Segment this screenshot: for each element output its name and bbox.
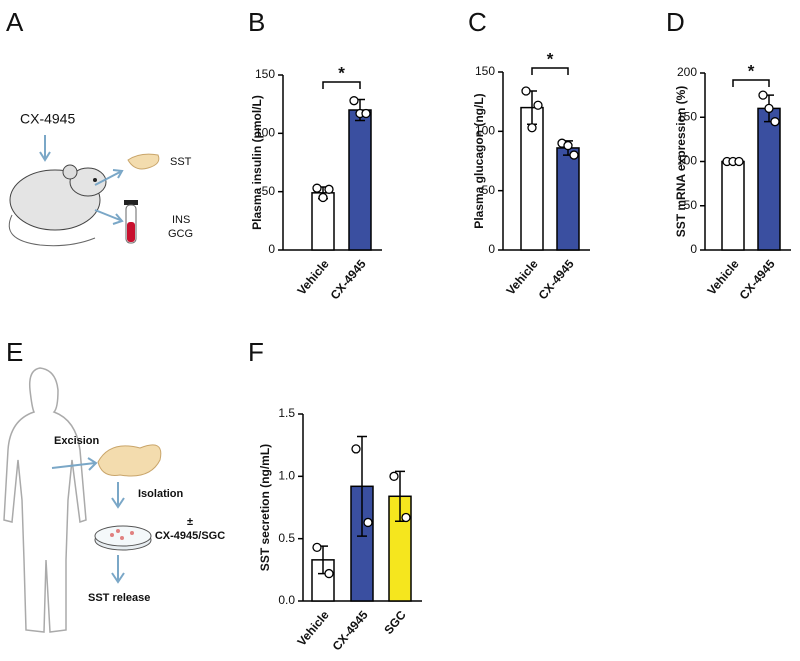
- bar: [348, 109, 372, 251]
- significance-label: *: [547, 49, 554, 68]
- x-tick-label: CX-4945: [536, 257, 577, 303]
- data-point: [312, 542, 322, 553]
- data-point: [318, 192, 328, 203]
- label: CX-4945: [20, 111, 75, 127]
- data-point: [389, 471, 399, 481]
- label: GCG: [168, 228, 193, 240]
- significance-label: *: [748, 61, 755, 80]
- y-tick-label: 50: [262, 184, 276, 198]
- y-tick-label: 0: [690, 242, 697, 256]
- y-tick-label: 50: [482, 183, 496, 197]
- label: Isolation: [138, 488, 184, 500]
- y-tick-label: 200: [677, 65, 697, 79]
- label: Excision: [54, 435, 100, 447]
- bar: [757, 107, 781, 251]
- y-tick-label: 0: [268, 242, 275, 256]
- data-point: [758, 90, 768, 100]
- panel-label: D: [666, 7, 685, 37]
- label: SST: [170, 156, 192, 168]
- data-point: [770, 117, 780, 127]
- y-tick-label: 150: [677, 109, 697, 123]
- x-tick-label: Vehicle: [503, 257, 541, 298]
- significance-label: *: [338, 63, 345, 82]
- data-point: [521, 86, 531, 96]
- y-tick-label: 1.0: [278, 469, 295, 483]
- x-tick-label: CX-4945: [737, 257, 778, 303]
- y-tick-label: 100: [475, 124, 495, 138]
- panel-label: A: [6, 7, 24, 37]
- panel-label: E: [6, 337, 23, 367]
- data-point: [361, 108, 371, 119]
- significance-bracket: [322, 81, 361, 89]
- data-point: [401, 512, 411, 523]
- y-tick-label: 150: [255, 67, 275, 81]
- schematic-a: CX-4945 SST INS GCG: [8, 111, 193, 247]
- y-tick-label: 100: [255, 126, 275, 140]
- significance-bracket: [732, 79, 770, 87]
- y-tick-label: 0.5: [278, 531, 295, 545]
- y-axis-label: SST mRNA expression (%): [674, 86, 688, 238]
- x-tick-label: Vehicle: [704, 257, 742, 298]
- data-point: [527, 123, 537, 133]
- x-tick-label: SGC: [381, 608, 409, 637]
- data-point: [349, 96, 359, 106]
- label: CX-4945/SGC: [155, 530, 225, 542]
- x-tick-label: CX-4945: [328, 257, 369, 303]
- y-axis-label: Plasma glucagon (ng/L): [472, 93, 486, 228]
- significance-bracket: [531, 67, 569, 75]
- panel-label: C: [468, 7, 487, 37]
- bar: [721, 160, 745, 251]
- data-point: [569, 150, 579, 160]
- x-tick-label: Vehicle: [294, 257, 332, 298]
- bar: [556, 147, 580, 251]
- y-axis-label: SST secretion (ng/mL): [258, 444, 272, 571]
- data-point: [563, 140, 573, 151]
- y-tick-label: 50: [684, 198, 698, 212]
- y-tick-label: 0.0: [278, 593, 295, 607]
- y-tick-label: 150: [475, 64, 495, 78]
- x-tick-label: Vehicle: [294, 608, 332, 649]
- panel-label: F: [248, 337, 264, 367]
- schematic-e: Excision Isolation ± CX-4945/SGC SST rel…: [3, 367, 225, 633]
- data-point: [324, 184, 334, 194]
- data-point: [351, 444, 361, 454]
- data-point: [764, 103, 774, 114]
- data-point: [363, 517, 373, 528]
- label: SST release: [88, 592, 150, 604]
- y-tick-label: 1.5: [278, 406, 295, 420]
- data-point: [533, 100, 543, 110]
- y-axis-label: Plasma insulin (pmol/L): [250, 95, 264, 230]
- label: ±: [187, 516, 193, 528]
- x-tick-label: CX-4945: [330, 608, 371, 654]
- y-tick-label: 100: [677, 154, 697, 168]
- data-point: [312, 183, 322, 193]
- label: INS: [172, 214, 190, 226]
- y-tick-label: 0: [488, 242, 495, 256]
- error-bar: [357, 435, 367, 537]
- panel-label: B: [248, 7, 265, 37]
- data-point: [324, 568, 334, 579]
- data-point: [734, 156, 744, 167]
